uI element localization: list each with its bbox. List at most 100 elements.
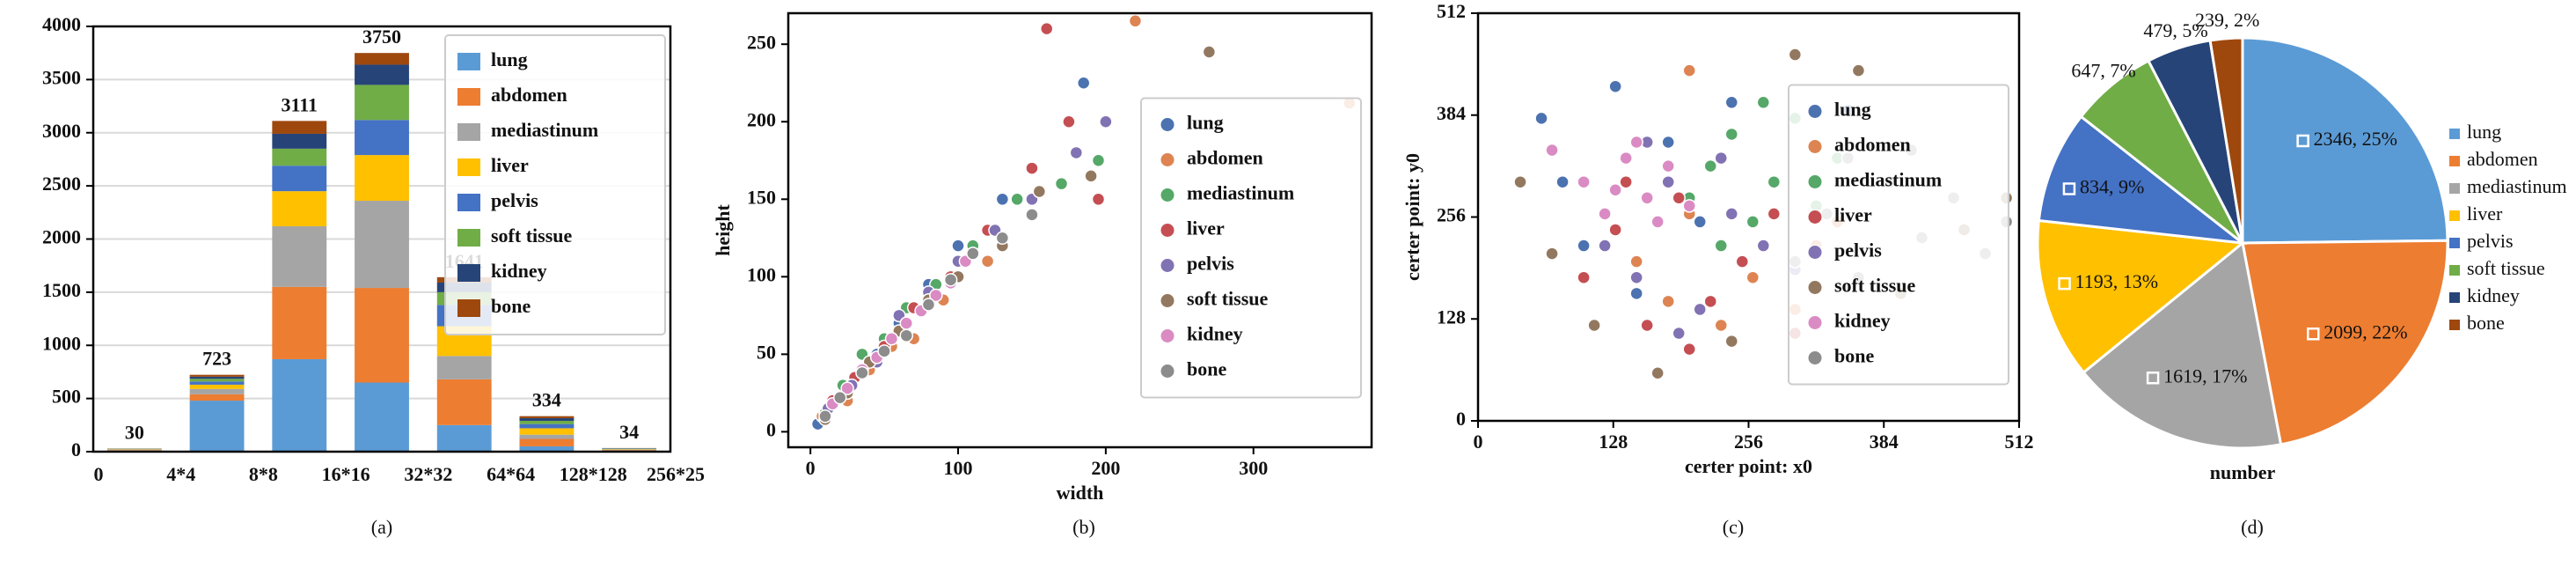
legend-marker (1807, 104, 1823, 119)
scatter-point (1587, 318, 1601, 333)
label-marker (2146, 371, 2160, 385)
label-marker (2177, 15, 2192, 29)
bar-segment (436, 356, 492, 379)
legend-marker (1807, 350, 1823, 365)
scatter-point (929, 288, 943, 303)
scatter-point (1724, 95, 1739, 110)
bar-segment (272, 166, 327, 192)
bar-segment (189, 388, 245, 394)
legend-label: mediastinum (1834, 169, 1942, 191)
scatter-point (1062, 114, 1076, 129)
legend-label: soft tissue (491, 225, 573, 247)
legend-swatch (457, 158, 480, 176)
scatter-point (899, 316, 914, 330)
scatter-point (1054, 176, 1069, 191)
legend-swatch (457, 299, 480, 317)
bar-segment (189, 381, 245, 385)
scatter-point (1099, 114, 1113, 129)
scatter-point (1714, 151, 1729, 166)
bar-segment (519, 434, 574, 439)
bar-segment (189, 394, 245, 401)
scatter-point (1693, 215, 1707, 229)
x-tick-label: 32*32 (404, 463, 452, 485)
legend-swatch (2449, 210, 2460, 221)
legend-marker (1807, 245, 1823, 260)
y-tick-label: 1500 (42, 279, 81, 301)
bar-segment (602, 449, 657, 450)
total-label: 3750 (362, 26, 401, 48)
x-tick-label: 128*128 (560, 463, 627, 485)
legend-marker (1807, 174, 1823, 189)
scatter-point (1851, 63, 1866, 77)
legend-label: mediastinum (1187, 182, 1294, 204)
scatter-point (1661, 294, 1675, 309)
x-tick-label: 256*25 (647, 463, 705, 485)
y-tick-label: 150 (747, 186, 776, 208)
x-tick-label: 128 (1599, 431, 1628, 453)
scatter-point (855, 365, 869, 380)
scatter-point (1629, 254, 1643, 269)
total-label: 334 (532, 389, 561, 411)
legend-marker (1160, 293, 1175, 308)
bar-segment (189, 384, 245, 389)
x-tick-label: 200 (1091, 457, 1120, 479)
legend-label: abdomen (1187, 147, 1263, 169)
legend-swatch (2449, 156, 2460, 166)
y-tick-label: 256 (1437, 204, 1466, 226)
total-label: 723 (202, 348, 231, 370)
scatter-point (1069, 145, 1084, 160)
legend-label: abdomen (491, 84, 567, 106)
y-tick-label: 384 (1437, 102, 1466, 124)
legend-label: lung (2467, 121, 2501, 143)
scatter-point (818, 409, 832, 423)
bar-segment (519, 438, 574, 446)
y-tick-label: 512 (1437, 0, 1466, 22)
bar-segment (272, 226, 327, 287)
legend-label: pelvis (1187, 253, 1234, 275)
scatter-point (1545, 143, 1559, 158)
pie-slice (2208, 36, 2244, 244)
bar-segment (355, 201, 409, 289)
y-tick-label: 2000 (42, 226, 81, 248)
legend-swatch (457, 53, 480, 70)
legend-swatch (457, 194, 480, 211)
legend-marker (1807, 210, 1823, 225)
scatter-point (1091, 153, 1106, 168)
legend-marker (1807, 280, 1823, 295)
bar-segment (355, 155, 409, 202)
bar-segment (189, 401, 245, 452)
label-marker (2054, 66, 2067, 79)
legend-label: soft tissue (1187, 288, 1269, 310)
scatter-point (1661, 158, 1675, 173)
scatter-point (1608, 223, 1622, 237)
bar-segment (272, 191, 327, 227)
y-tick-label: 0 (1456, 408, 1466, 430)
bar-segment (355, 382, 409, 452)
slice-label: 2099, 22% (2324, 320, 2407, 342)
scatter-point (1534, 111, 1548, 126)
pie-slice (2241, 239, 2449, 446)
legend-label: abdomen (2467, 148, 2538, 170)
scatter-point (1735, 254, 1750, 269)
legend-swatch (2449, 292, 2460, 303)
legend-label: kidney (1834, 310, 1891, 332)
scatter-point (1619, 151, 1633, 166)
bar-segment (355, 53, 409, 65)
scatter-point (966, 247, 980, 261)
scatter-point (1714, 318, 1729, 333)
scatter-point (1039, 21, 1054, 36)
scatter-point (995, 231, 1010, 246)
slice-label: 647, 7% (2071, 59, 2135, 81)
scatter-point (1682, 342, 1696, 357)
legend-label: kidney (491, 260, 547, 282)
scatter-point (943, 273, 958, 287)
scatter-point (1084, 169, 1098, 183)
legend-marker (1160, 188, 1175, 202)
scatter-point (1756, 239, 1771, 253)
legend-label: pelvis (2467, 230, 2514, 252)
scatter-point (1091, 192, 1106, 207)
label-marker (2296, 134, 2309, 148)
y-tick-label: 0 (71, 438, 81, 460)
bar-segment (272, 121, 327, 134)
